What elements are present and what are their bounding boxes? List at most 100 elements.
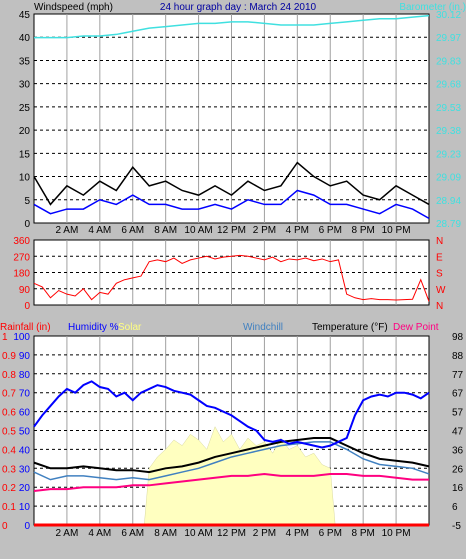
y-tick-label: 28.79 xyxy=(436,219,461,230)
x-tick-label: 4 PM xyxy=(286,225,309,236)
wind_gust-line xyxy=(33,161,430,206)
y-tick-label: 35 xyxy=(19,56,31,67)
y-tick-label: 0 xyxy=(24,301,30,312)
series-label: Windchill xyxy=(243,322,283,333)
y-tick-label: 36 xyxy=(452,445,464,456)
y-tick-label: 180 xyxy=(13,269,30,280)
x-tick-label: 2 AM xyxy=(56,225,79,236)
x-tick-label: 10 PM xyxy=(382,225,411,236)
series-label: Humidity % xyxy=(68,322,119,333)
y-tick-label: 80 xyxy=(19,370,31,381)
y-tick-label: 70 xyxy=(19,389,31,400)
chart-title: 24 hour graph day : March 24 2010 xyxy=(160,2,317,13)
y-tick-label: 29.68 xyxy=(436,80,461,91)
barometer-line xyxy=(34,14,430,39)
rain-tick-label: 0.2 xyxy=(2,483,16,494)
y-tick-label: 67 xyxy=(452,389,464,400)
y-tick-label: -5 xyxy=(452,521,461,532)
y-tick-label: 45 xyxy=(19,10,31,21)
rain-tick-label: 0.8 xyxy=(2,370,16,381)
y-tick-label: N xyxy=(436,301,443,312)
y-tick-label: 57 xyxy=(452,408,464,419)
temperature-line xyxy=(33,437,430,474)
y-tick-label: W xyxy=(436,285,446,296)
y-tick-label: 90 xyxy=(19,285,31,296)
y-tick-label: 20 xyxy=(19,126,31,137)
y-tick-label: 98 xyxy=(452,332,464,343)
series-label: Rainfall (in) xyxy=(0,322,51,333)
x-tick-label: 8 PM xyxy=(351,528,374,539)
humidity-line xyxy=(33,380,430,449)
y-tick-label: 25 xyxy=(19,103,31,114)
y-tick-label: 30 xyxy=(19,464,31,475)
rain-tick-label: 0.9 xyxy=(2,351,16,362)
y-tick-label: 29.09 xyxy=(436,173,461,184)
rain-tick-label: 0 xyxy=(2,521,8,532)
y-tick-label: 0 xyxy=(24,219,30,230)
y-tick-label: 10 xyxy=(19,173,31,184)
y-tick-label: 29.38 xyxy=(436,126,461,137)
wind_avg-line xyxy=(33,189,430,220)
x-tick-label: 2 PM xyxy=(253,528,276,539)
x-tick-label: 6 PM xyxy=(319,225,342,236)
y-tick-label: 6 xyxy=(452,502,458,513)
y-tick-label: 270 xyxy=(13,252,30,263)
y-tick-label: 60 xyxy=(19,408,31,419)
series-label: Solar xyxy=(118,322,142,333)
y-tick-label: E xyxy=(436,252,443,263)
y-tick-label: 10 xyxy=(19,502,31,513)
rain-tick-label: 1 xyxy=(2,332,8,343)
x-tick-label: 12 PM xyxy=(217,225,246,236)
y-tick-label: 40 xyxy=(19,445,31,456)
barometer-axis-label: Barometer (in.) xyxy=(399,2,466,13)
y-tick-label: N xyxy=(436,236,443,247)
x-tick-label: 4 AM xyxy=(88,225,111,236)
temperature-humidity-panel: Rainfall (in) Humidity % Solar Windchill Tem… xyxy=(0,322,464,539)
x-tick-label: 2 PM xyxy=(253,225,276,236)
x-tick-label: 6 AM xyxy=(121,528,144,539)
x-tick-label: 2 AM xyxy=(56,528,79,539)
windchill-line xyxy=(33,441,430,481)
wind-barometer-panel: 24 hour graph day : March 24 2010 Windsp… xyxy=(19,2,466,236)
rain-tick-label: 0.7 xyxy=(2,389,16,400)
x-tick-label: 6 PM xyxy=(319,528,342,539)
y-tick-label: 30.12 xyxy=(436,10,461,21)
wind-direction-line xyxy=(33,254,430,302)
x-tick-label: 10 AM xyxy=(184,528,212,539)
x-tick-label: 4 PM xyxy=(286,528,309,539)
y-tick-label: 47 xyxy=(452,427,464,438)
y-tick-label: 100 xyxy=(13,332,30,343)
y-tick-label: S xyxy=(436,269,443,280)
rain-tick-label: 0.5 xyxy=(2,427,16,438)
x-tick-label: 4 AM xyxy=(88,528,111,539)
y-tick-label: 360 xyxy=(13,236,30,247)
y-tick-label: 29.83 xyxy=(436,56,461,67)
y-tick-label: 88 xyxy=(452,351,464,362)
y-tick-label: 29.53 xyxy=(436,103,461,114)
x-tick-label: 8 AM xyxy=(154,528,177,539)
y-tick-label: 29.23 xyxy=(436,149,461,160)
y-tick-label: 20 xyxy=(19,483,31,494)
series-label: Temperature (°F) xyxy=(312,322,388,333)
y-tick-label: 15 xyxy=(19,149,31,160)
y-tick-label: 5 xyxy=(24,196,30,207)
y-tick-label: 77 xyxy=(452,370,464,381)
windspeed-axis-label: Windspeed (mph) xyxy=(34,2,113,13)
y-tick-label: 50 xyxy=(19,427,31,438)
y-tick-label: 90 xyxy=(19,351,31,362)
rain-tick-label: 0.3 xyxy=(2,464,16,475)
y-tick-label: 0 xyxy=(24,521,30,532)
dewpoint-line xyxy=(33,472,429,492)
rain-tick-label: 0.1 xyxy=(2,502,16,513)
x-tick-label: 12 PM xyxy=(217,528,246,539)
y-tick-label: 28.94 xyxy=(436,196,461,207)
series-label: Dew Point xyxy=(393,322,439,333)
y-tick-label: 30 xyxy=(19,80,31,91)
y-tick-label: 29.97 xyxy=(436,33,461,44)
x-tick-label: 8 AM xyxy=(154,225,177,236)
x-tick-label: 6 AM xyxy=(121,225,144,236)
x-tick-label: 10 PM xyxy=(382,528,411,539)
x-tick-label: 10 AM xyxy=(184,225,212,236)
